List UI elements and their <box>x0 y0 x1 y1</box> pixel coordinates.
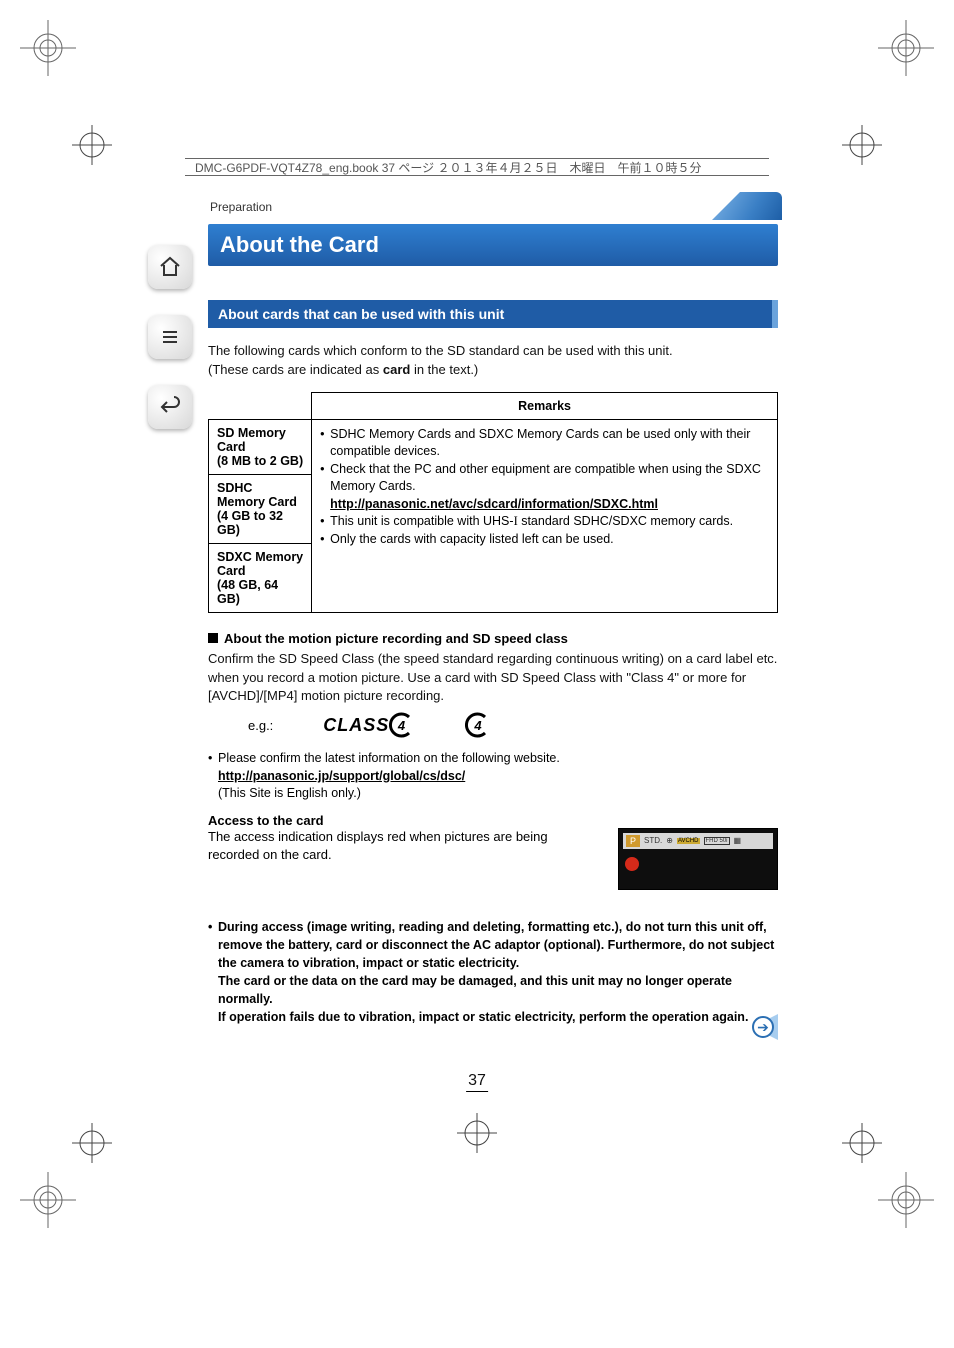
remarks-b3: This unit is compatible with UHS-I stand… <box>330 513 733 531</box>
warn-p1: During access (image writing, reading an… <box>218 918 778 972</box>
warn-p3: If operation fails due to vibration, imp… <box>208 1008 778 1026</box>
remarks-link[interactable]: http://panasonic.net/avc/sdcard/informat… <box>330 497 658 511</box>
class-text: CLASS <box>323 715 389 736</box>
print-mark <box>457 1113 497 1153</box>
lcd-thumbnail: P STD. ⊕ AVCHD FHD 50i ▦ <box>618 828 778 890</box>
warning-block: •During access (image writing, reading a… <box>208 918 778 1027</box>
confirm-block: •Please confirm the latest information o… <box>208 750 778 803</box>
page-number: 37 <box>466 1072 488 1092</box>
svg-text:4: 4 <box>474 718 483 733</box>
eg-label: e.g.: <box>248 718 273 733</box>
contents-icon[interactable] <box>148 315 192 359</box>
print-mark-corner <box>878 20 934 76</box>
speed-body: Confirm the SD Speed Class (the speed st… <box>208 650 778 707</box>
bullet: • <box>320 426 330 461</box>
remarks-b1: SDHC Memory Cards and SDXC Memory Cards … <box>330 426 769 461</box>
class4-ring-icon: 4 <box>465 712 491 738</box>
square-bullet-icon <box>208 633 218 643</box>
card-name: SD Memory Card <box>217 426 286 454</box>
card-row: SDHC Memory Card (4 GB to 32 GB) <box>209 474 312 543</box>
section-label: Preparation <box>208 190 778 218</box>
warn-p2: The card or the data on the card may be … <box>208 972 778 1008</box>
card-cap: (4 GB to 32 GB) <box>217 509 283 537</box>
back-icon[interactable] <box>148 385 192 429</box>
access-body: The access indication displays red when … <box>208 828 600 864</box>
access-heading: Access to the card <box>208 813 778 828</box>
print-mark-corner <box>20 20 76 76</box>
card-cap: (48 GB, 64 GB) <box>217 578 278 606</box>
card-name: SDHC Memory Card <box>217 481 297 509</box>
print-mark-corner <box>20 1172 76 1228</box>
page: DMC-G6PDF-VQT4Z78_eng.book 37 ページ ２０１３年４… <box>0 0 954 1348</box>
section-heading: About cards that can be used with this u… <box>208 300 778 328</box>
fhd-icon: FHD 50i <box>704 837 730 845</box>
intro-line2-bold: card <box>383 362 410 377</box>
confirm-link[interactable]: http://panasonic.jp/support/global/cs/ds… <box>218 769 465 783</box>
content-column: Preparation About the Card About cards t… <box>208 190 778 1026</box>
print-mark <box>72 1123 112 1163</box>
remarks-cell: •SDHC Memory Cards and SDXC Memory Cards… <box>312 419 778 612</box>
remarks-b4: Only the cards with capacity listed left… <box>330 531 613 549</box>
globe-icon: ⊕ <box>666 836 673 845</box>
bullet: • <box>320 513 330 531</box>
card-table: Remarks SD Memory Card (8 MB to 2 GB) •S… <box>208 392 778 613</box>
access-row: The access indication displays red when … <box>208 828 778 890</box>
print-mark <box>842 1123 882 1163</box>
class4-logo: CLASS 4 <box>323 712 415 738</box>
card-name: SDXC Memory Card <box>217 550 303 578</box>
page-title: About the Card <box>208 224 778 266</box>
home-icon[interactable] <box>148 245 192 289</box>
access-red-indicator <box>625 857 639 871</box>
card-cap: (8 MB to 2 GB) <box>217 454 303 468</box>
grid-icon: ▦ <box>734 836 742 845</box>
card-row: SDXC Memory Card (48 GB, 64 GB) <box>209 543 312 612</box>
header-meta-text: DMC-G6PDF-VQT4Z78_eng.book 37 ページ ２０１３年４… <box>195 159 708 176</box>
bullet: • <box>208 750 218 768</box>
print-mark-corner <box>878 1172 934 1228</box>
svg-text:4: 4 <box>397 718 406 733</box>
nav-icon-column <box>148 245 192 429</box>
speed-heading-text: About the motion picture recording and S… <box>224 631 568 646</box>
blank-header <box>209 392 312 419</box>
intro-line2a: (These cards are indicated as <box>208 362 383 377</box>
bullet: • <box>208 918 218 972</box>
print-mark <box>72 125 112 165</box>
header-rule <box>185 175 769 176</box>
arrow-icon: ➔ <box>752 1016 774 1038</box>
intro-text: The following cards which conform to the… <box>208 342 778 380</box>
print-mark <box>842 125 882 165</box>
example-block: e.g.: CLASS 4 4 <box>248 712 778 738</box>
avchd-icon: AVCHD <box>677 838 700 844</box>
lcd-top-bar: P STD. ⊕ AVCHD FHD 50i ▦ <box>623 833 773 849</box>
bullet: • <box>320 531 330 549</box>
intro-line1: The following cards which conform to the… <box>208 343 673 358</box>
confirm-text: Please confirm the latest information on… <box>218 750 560 768</box>
rec-icon: STD. <box>644 836 662 845</box>
english-only: (This Site is English only.) <box>208 785 778 803</box>
remarks-header: Remarks <box>312 392 778 419</box>
speed-subheading: About the motion picture recording and S… <box>208 631 778 646</box>
mode-p-icon: P <box>626 835 640 847</box>
card-row: SD Memory Card (8 MB to 2 GB) <box>209 419 312 474</box>
next-page-arrow[interactable]: ➔ <box>718 1014 778 1040</box>
class4-ring-icon: 4 <box>389 712 415 738</box>
bullet: • <box>320 461 330 496</box>
remarks-b2: Check that the PC and other equipment ar… <box>330 461 769 496</box>
intro-line2b: in the text.) <box>410 362 478 377</box>
